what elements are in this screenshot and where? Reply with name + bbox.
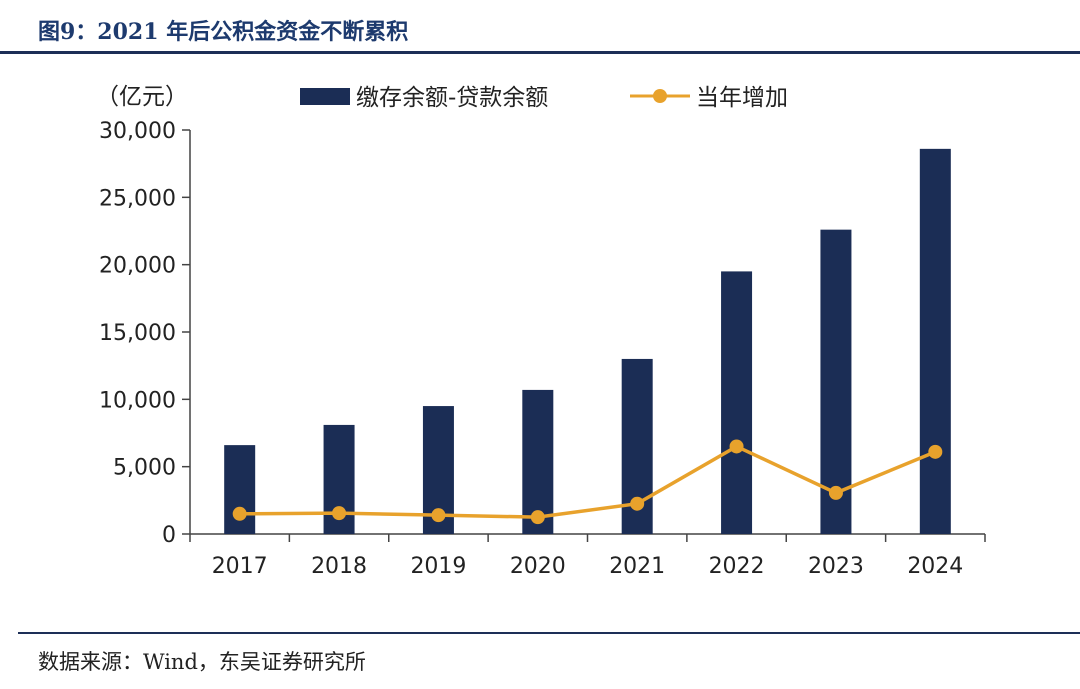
- bar: [721, 271, 753, 534]
- x-tick-label: 2017: [212, 554, 268, 579]
- top-rule: [0, 51, 1080, 54]
- bar-series: [224, 148, 951, 535]
- y-tick-label: 25,000: [99, 186, 176, 211]
- figure-title: 图9：2021 年后公积金资金不断累积: [38, 19, 409, 45]
- legend-line-marker: [653, 89, 667, 103]
- x-tick-label: 2019: [410, 554, 466, 579]
- line-point: [232, 506, 247, 521]
- x-tick-label: 2022: [709, 554, 765, 579]
- legend-bar-swatch: [300, 88, 350, 105]
- x-tick-label: 2024: [907, 554, 963, 579]
- line-path: [239, 444, 936, 519]
- axes: 0 5,000 10,000 15,000 20,000 25,000 30,000 2017…: [99, 119, 986, 579]
- y-tick-label: 0: [162, 523, 176, 548]
- line-point: [431, 508, 446, 523]
- bottom-rule: [18, 632, 1080, 634]
- source-note: 数据来源：Wind，东吴证券研究所: [38, 650, 366, 674]
- bar: [919, 148, 951, 534]
- combo-chart: 0 5,000 10,000 15,000 20,000 25,000 30,000 2017…: [96, 84, 986, 579]
- legend-bar-label: 缴存余额-贷款余额: [356, 85, 548, 111]
- line-point: [332, 506, 347, 521]
- line-series: [232, 439, 943, 525]
- line-point: [630, 496, 645, 511]
- legend-line-label: 当年增加: [696, 85, 788, 111]
- line-point: [729, 439, 744, 454]
- y-tick-label: 5,000: [113, 456, 176, 481]
- x-tick-label: 2020: [510, 554, 566, 579]
- legend: 缴存余额-贷款余额 当年增加: [300, 85, 788, 111]
- line-point: [530, 510, 545, 525]
- y-axis-unit: （亿元）: [96, 84, 188, 110]
- y-tick-label: 15,000: [99, 321, 176, 346]
- bar: [820, 229, 852, 535]
- x-tick-label: 2023: [808, 554, 864, 579]
- x-tick-label: 2021: [609, 554, 665, 579]
- line-point: [928, 444, 943, 459]
- y-tick-label: 20,000: [99, 254, 176, 279]
- y-tick-label: 10,000: [99, 388, 176, 413]
- x-tick-label: 2018: [311, 554, 367, 579]
- bar: [522, 389, 554, 534]
- line-point: [828, 485, 843, 500]
- y-tick-label: 30,000: [99, 119, 176, 144]
